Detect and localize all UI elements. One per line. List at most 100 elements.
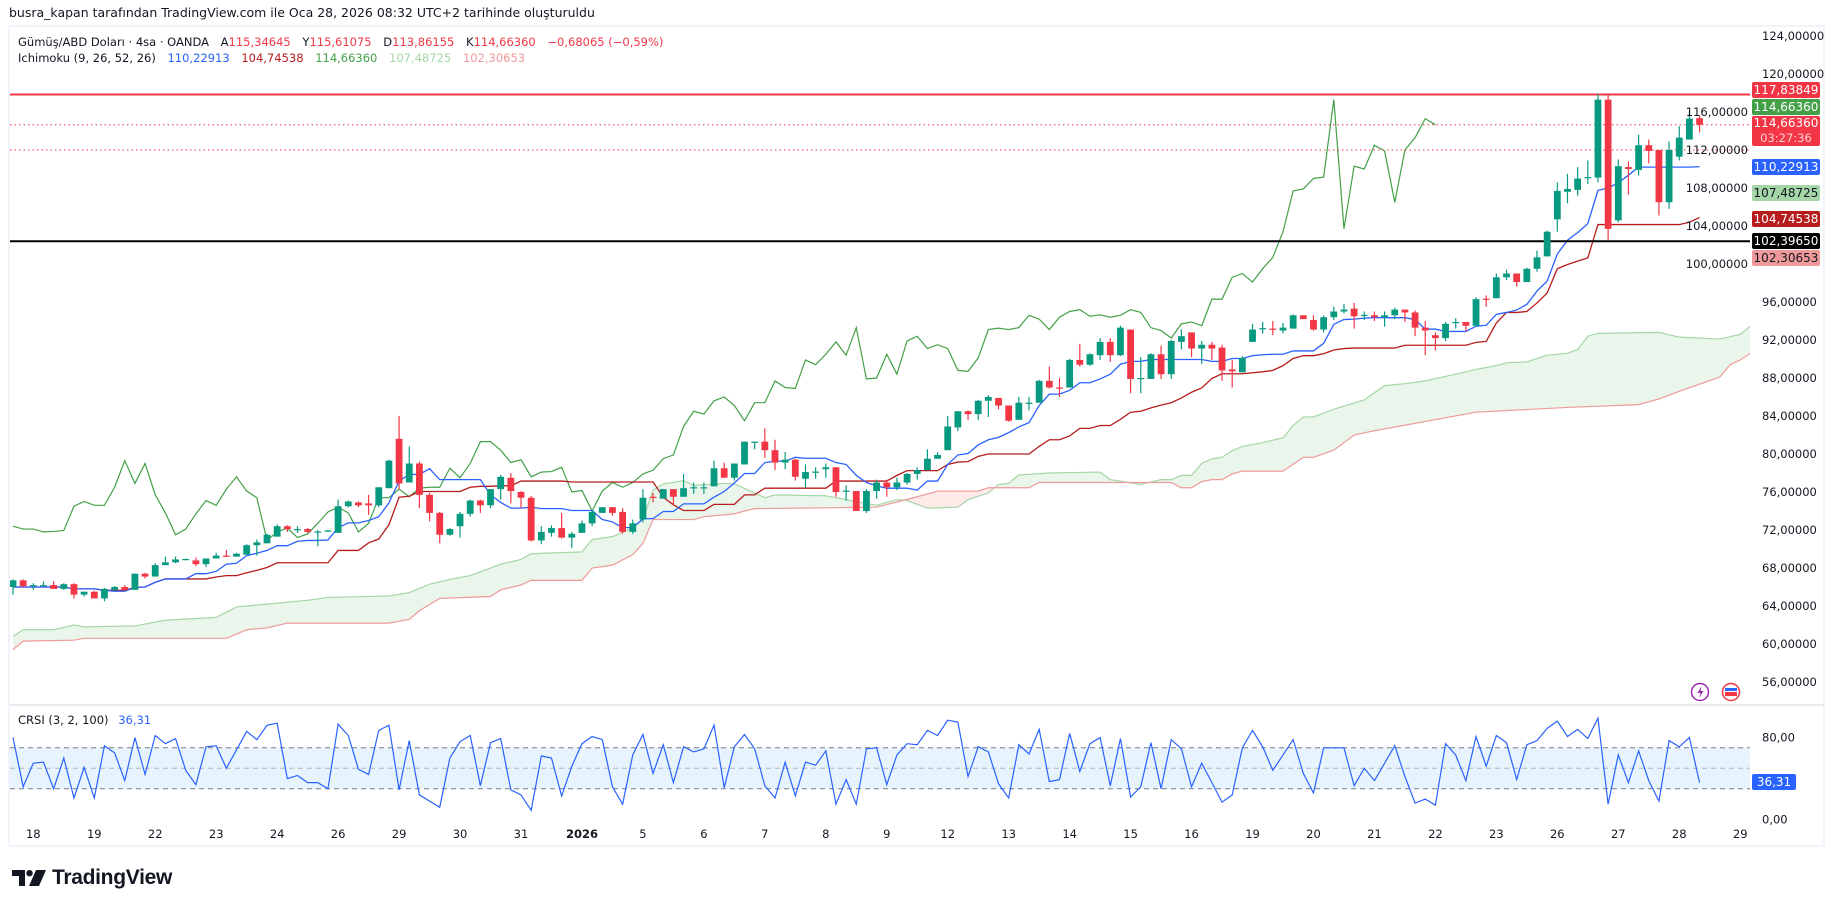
candle[interactable]	[436, 511, 444, 544]
candle[interactable]	[1198, 340, 1206, 364]
candle[interactable]	[19, 579, 27, 587]
candle[interactable]	[1614, 159, 1622, 223]
lightning-icon[interactable]	[1690, 682, 1710, 702]
candle[interactable]	[944, 416, 952, 451]
time-axis-label[interactable]: 28	[1672, 827, 1687, 841]
crsi-axis-label[interactable]: 0,00	[1762, 813, 1788, 827]
time-axis-label[interactable]: 22	[1428, 827, 1443, 841]
candle[interactable]	[1421, 321, 1429, 356]
time-axis-label[interactable]: 2026	[566, 827, 598, 841]
time-axis-label[interactable]: 29	[1733, 827, 1748, 841]
price-axis-label[interactable]: 100,00000	[1686, 257, 1748, 271]
candle[interactable]	[893, 477, 901, 491]
candle[interactable]	[1696, 115, 1703, 133]
candle[interactable]	[476, 499, 484, 513]
ichimoku-legend[interactable]: Ichimoku (9, 26, 52, 26) 110,22913 104,7…	[18, 51, 525, 65]
time-axis-label[interactable]: 23	[209, 827, 224, 841]
candle[interactable]	[1249, 323, 1256, 342]
tradingview-logo[interactable]: TradingView	[12, 866, 172, 890]
time-axis-label[interactable]: 12	[940, 827, 955, 841]
candle[interactable]	[1259, 321, 1267, 334]
candle[interactable]	[1513, 273, 1521, 287]
candle[interactable]	[1157, 345, 1165, 379]
candle[interactable]	[283, 525, 291, 532]
price-axis-label[interactable]: 92,00000	[1762, 333, 1817, 347]
candle[interactable]	[466, 499, 474, 517]
candle[interactable]	[172, 556, 179, 564]
candle[interactable]	[243, 544, 251, 555]
candle[interactable]	[162, 556, 169, 566]
time-axis-label[interactable]: 15	[1123, 827, 1138, 841]
time-axis-label[interactable]: 23	[1489, 827, 1504, 841]
candle[interactable]	[253, 539, 261, 556]
candle[interactable]	[222, 549, 230, 557]
candle[interactable]	[1320, 315, 1328, 333]
candle[interactable]	[802, 464, 809, 489]
main-pane[interactable]	[10, 93, 1761, 651]
price-axis-label[interactable]: 64,00000	[1762, 599, 1817, 613]
price-axis-label[interactable]: 96,00000	[1762, 295, 1817, 309]
candle[interactable]	[111, 586, 118, 591]
time-axis-label[interactable]: 18	[26, 827, 41, 841]
candle[interactable]	[1178, 329, 1185, 350]
candle[interactable]	[1533, 250, 1541, 272]
candle[interactable]	[1472, 297, 1480, 326]
time-axis-label[interactable]: 14	[1062, 827, 1077, 841]
candle[interactable]	[1350, 302, 1358, 329]
candle[interactable]	[720, 462, 728, 478]
candle[interactable]	[598, 507, 606, 513]
candle[interactable]	[131, 573, 139, 590]
candle[interactable]	[1625, 161, 1632, 195]
candle[interactable]	[791, 458, 799, 481]
candle[interactable]	[1340, 303, 1348, 314]
candle[interactable]	[40, 581, 47, 587]
candle[interactable]	[192, 557, 200, 567]
candle[interactable]	[1391, 307, 1399, 320]
candle[interactable]	[1056, 378, 1063, 397]
candle[interactable]	[121, 585, 129, 591]
candle[interactable]	[1279, 322, 1287, 334]
candle[interactable]	[924, 449, 931, 471]
candle[interactable]	[1289, 314, 1297, 329]
candle[interactable]	[456, 511, 464, 538]
candle[interactable]	[1147, 353, 1155, 379]
candle[interactable]	[1655, 150, 1663, 216]
candle[interactable]	[1188, 332, 1195, 358]
price-axis-label[interactable]: 84,00000	[1762, 409, 1817, 423]
time-axis-label[interactable]: 26	[1550, 827, 1565, 841]
candle[interactable]	[771, 439, 779, 471]
candle[interactable]	[1635, 134, 1642, 176]
candle[interactable]	[639, 489, 647, 523]
candle[interactable]	[690, 482, 698, 494]
candle[interactable]	[1442, 321, 1449, 341]
candle[interactable]	[1492, 273, 1500, 299]
time-axis-label[interactable]: 21	[1367, 827, 1382, 841]
candle[interactable]	[761, 428, 769, 458]
price-axis-label[interactable]: 104,00000	[1686, 219, 1748, 233]
crsi-title[interactable]: CRSI (3, 2, 100)	[18, 713, 109, 727]
candle[interactable]	[1167, 340, 1175, 379]
candle[interactable]	[60, 583, 68, 590]
candle[interactable]	[527, 495, 535, 542]
candle[interactable]	[304, 528, 312, 533]
candle[interactable]	[1665, 141, 1673, 209]
candle[interactable]	[1381, 311, 1388, 327]
price-axis-label[interactable]: 60,00000	[1762, 637, 1817, 651]
time-axis-label[interactable]: 29	[392, 827, 407, 841]
candle[interactable]	[324, 530, 332, 532]
price-axis-label[interactable]: 116,00000	[1686, 105, 1748, 119]
candle[interactable]	[101, 587, 108, 602]
candle[interactable]	[1117, 325, 1124, 357]
candle[interactable]	[517, 491, 525, 509]
price-axis-label[interactable]: 76,00000	[1762, 485, 1817, 499]
candle[interactable]	[1645, 139, 1653, 164]
candle[interactable]	[558, 512, 566, 539]
time-axis-label[interactable]: 8	[822, 827, 829, 841]
candle[interactable]	[659, 489, 667, 499]
candle[interactable]	[1523, 267, 1531, 283]
candle[interactable]	[1045, 366, 1053, 389]
candle[interactable]	[883, 479, 891, 497]
candle[interactable]	[1401, 309, 1409, 322]
candle[interactable]	[1228, 359, 1236, 388]
